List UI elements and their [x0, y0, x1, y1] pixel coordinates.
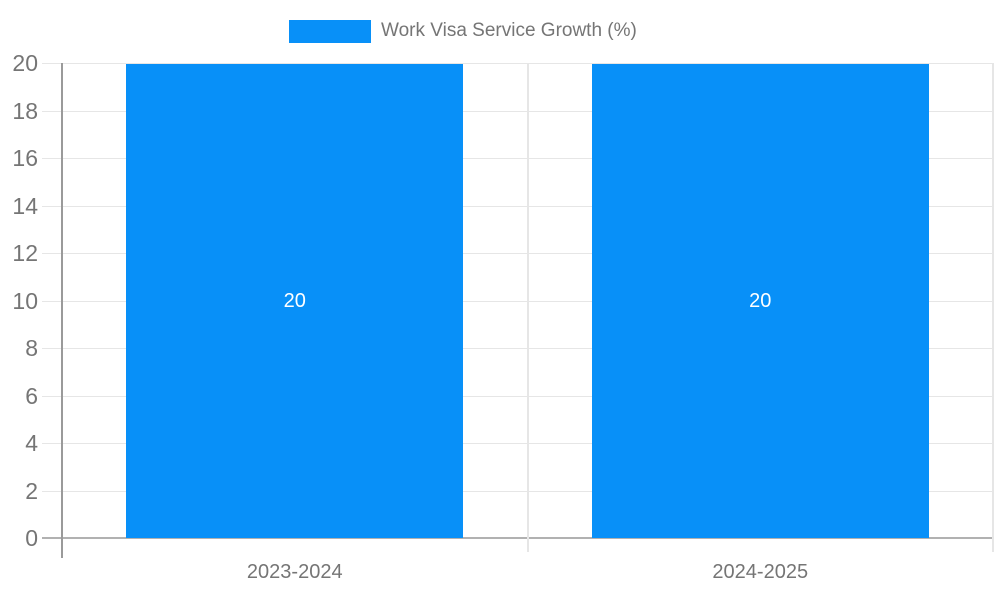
y-tick-label: 12 [12, 240, 38, 266]
gridline [42, 253, 993, 254]
bar[interactable] [126, 64, 464, 538]
y-tick-label: 18 [12, 97, 38, 124]
bar-value-label: 20 [749, 289, 772, 312]
x-axis-baseline [42, 537, 993, 539]
gridline [42, 63, 993, 64]
y-tick-label: 16 [12, 145, 38, 171]
y-axis-line [61, 63, 63, 558]
y-tick-label: 8 [25, 335, 38, 361]
y-tick-label: 14 [12, 192, 38, 219]
x-tick-label: 2024-2025 [712, 561, 809, 583]
gridline [42, 300, 993, 302]
x-tick-label: 2023-2024 [246, 561, 343, 583]
y-tick-label: 4 [25, 430, 38, 456]
y-tick-label: 6 [25, 382, 38, 409]
category-separator [992, 63, 994, 552]
legend-label: Work Visa Service Growth (%) [381, 20, 637, 41]
bar[interactable] [591, 64, 929, 538]
legend-item[interactable]: Work Visa Service Growth (%) [289, 19, 637, 43]
y-tick-label: 20 [12, 50, 38, 76]
gridline [42, 158, 993, 159]
gridline [42, 348, 993, 349]
gridline [42, 205, 993, 207]
category-separator [526, 63, 529, 552]
bar-value-label: 20 [283, 289, 306, 312]
legend-swatch [289, 19, 371, 43]
gridline [42, 110, 993, 112]
y-tick-label: 2 [25, 477, 38, 504]
y-tick-label: 10 [12, 287, 38, 314]
gridline [42, 443, 993, 444]
gridline [42, 490, 993, 492]
y-tick-label: 0 [25, 525, 38, 551]
gridline [42, 395, 993, 397]
